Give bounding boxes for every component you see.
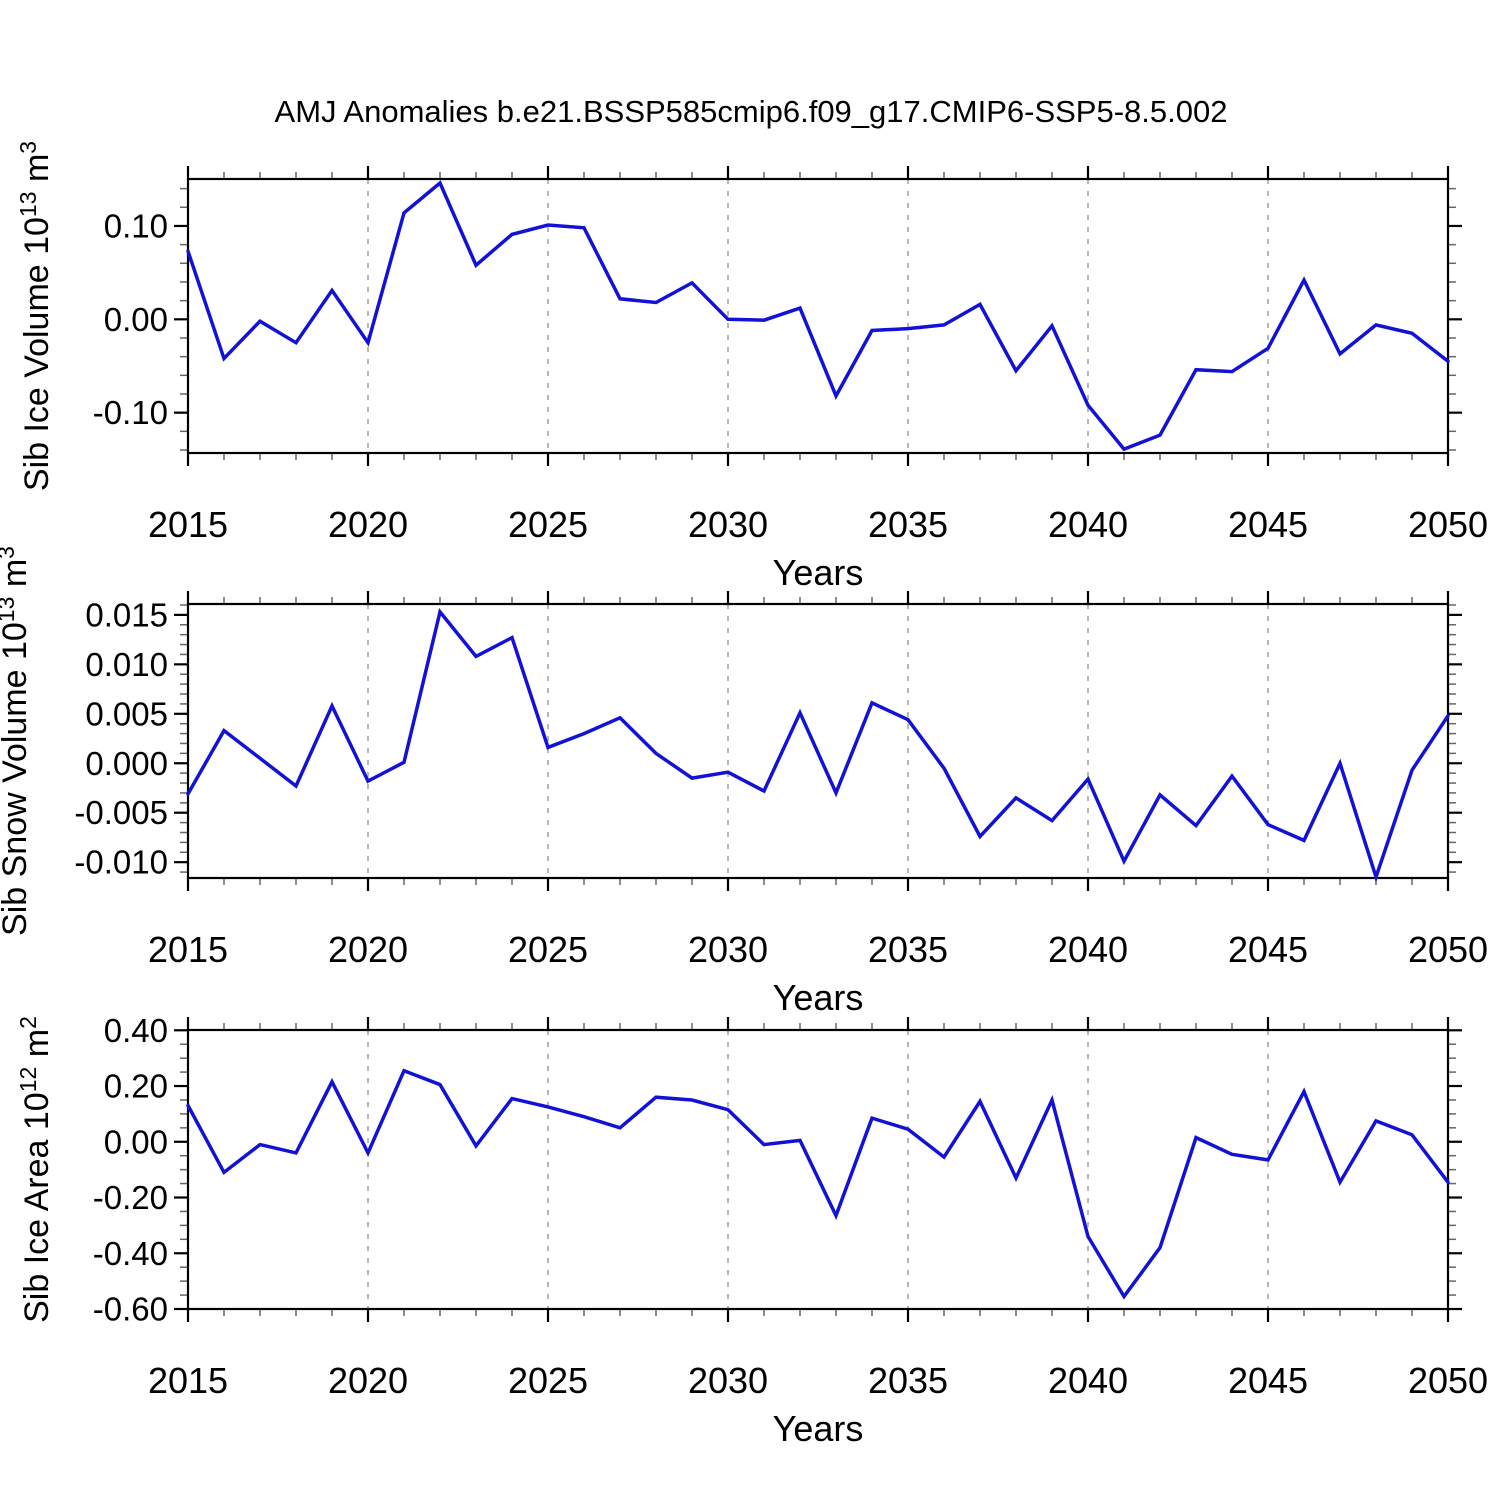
x-tick-label: 2020 <box>328 504 408 545</box>
panel-border <box>186 602 1450 880</box>
x-axis-title: Years <box>773 1408 864 1449</box>
y-axis-title: Sib Snow Volume 1013​ m3​ <box>0 546 34 936</box>
x-tick-label: 2040 <box>1048 504 1128 545</box>
x-tick-label: 2050 <box>1408 1360 1488 1401</box>
y-tick-label: 0.00 <box>104 301 168 338</box>
x-tick-label: 2030 <box>688 504 768 545</box>
y-axis-title: Sib Ice Area 1012​ m2​ <box>15 1016 56 1323</box>
x-tick-label: 2045 <box>1228 929 1308 970</box>
x-tick-label: 2040 <box>1048 929 1128 970</box>
x-tick-label: 2025 <box>508 504 588 545</box>
y-tick-label: 0.20 <box>104 1068 168 1105</box>
y-tick-label: -0.005 <box>74 794 168 831</box>
x-tick-label: 2045 <box>1228 504 1308 545</box>
x-tick-label: 2020 <box>328 1360 408 1401</box>
y-tick-label: -0.60 <box>93 1291 168 1328</box>
x-tick-label: 2020 <box>328 929 408 970</box>
y-tick-label: 0.10 <box>104 207 168 244</box>
x-tick-label: 2035 <box>868 929 948 970</box>
panel-sib-ice-area: 0.40 0.20 0.00 -0.20 -0.40 -0.60 2015 2020 2025 2… <box>15 1012 1488 1449</box>
y-tick-label: 0.015 <box>85 596 168 633</box>
y-tick-label: -0.010 <box>74 844 168 881</box>
x-tick-label: 2050 <box>1408 929 1488 970</box>
x-axis-title: Years <box>773 552 864 593</box>
panel-border <box>186 1028 1450 1311</box>
series-line <box>186 608 1450 883</box>
x-tick-label: 2030 <box>688 1360 768 1401</box>
x-axis-title: Years <box>773 977 864 1018</box>
panel-sib-snow-volume: 0.015 0.010 0.005 0.000 -0.005 -0.010 2015 2020… <box>0 546 1488 1018</box>
series-line <box>186 180 1450 452</box>
series-line <box>186 1068 1450 1300</box>
x-tick-label: 2035 <box>868 504 948 545</box>
y-tick-label: -0.10 <box>93 394 168 431</box>
y-tick-label: 0.00 <box>104 1123 168 1160</box>
x-tick-label: 2015 <box>148 1360 228 1401</box>
chart-title: AMJ Anomalies b.e21.BSSP585cmip6.f09_g17… <box>275 94 1228 129</box>
y-tick-label: 0.40 <box>104 1012 168 1049</box>
x-tick-label: 2015 <box>148 504 228 545</box>
x-tick-label: 2040 <box>1048 1360 1128 1401</box>
panel-sib-ice-volume: 0.10 0.00 -0.10 2015 2020 2025 2030 2035 2040 204… <box>15 141 1488 593</box>
x-tick-label: 2015 <box>148 929 228 970</box>
panels: 0.10 0.00 -0.10 2015 2020 2025 2030 2035 2040 204… <box>0 141 1488 1449</box>
x-tick-label: 2050 <box>1408 504 1488 545</box>
y-tick-label: -0.20 <box>93 1179 168 1216</box>
y-tick-label: 0.000 <box>85 745 168 782</box>
x-tick-label: 2025 <box>508 1360 588 1401</box>
x-tick-label: 2035 <box>868 1360 948 1401</box>
y-axis-title: Sib Ice Volume 1013​ m3​ <box>15 141 56 491</box>
panel-border <box>186 177 1450 455</box>
x-tick-label: 2045 <box>1228 1360 1308 1401</box>
y-tick-label: 0.010 <box>85 646 168 683</box>
y-tick-label: -0.40 <box>93 1235 168 1272</box>
x-tick-label: 2030 <box>688 929 768 970</box>
x-tick-label: 2025 <box>508 929 588 970</box>
y-tick-label: 0.005 <box>85 695 168 732</box>
